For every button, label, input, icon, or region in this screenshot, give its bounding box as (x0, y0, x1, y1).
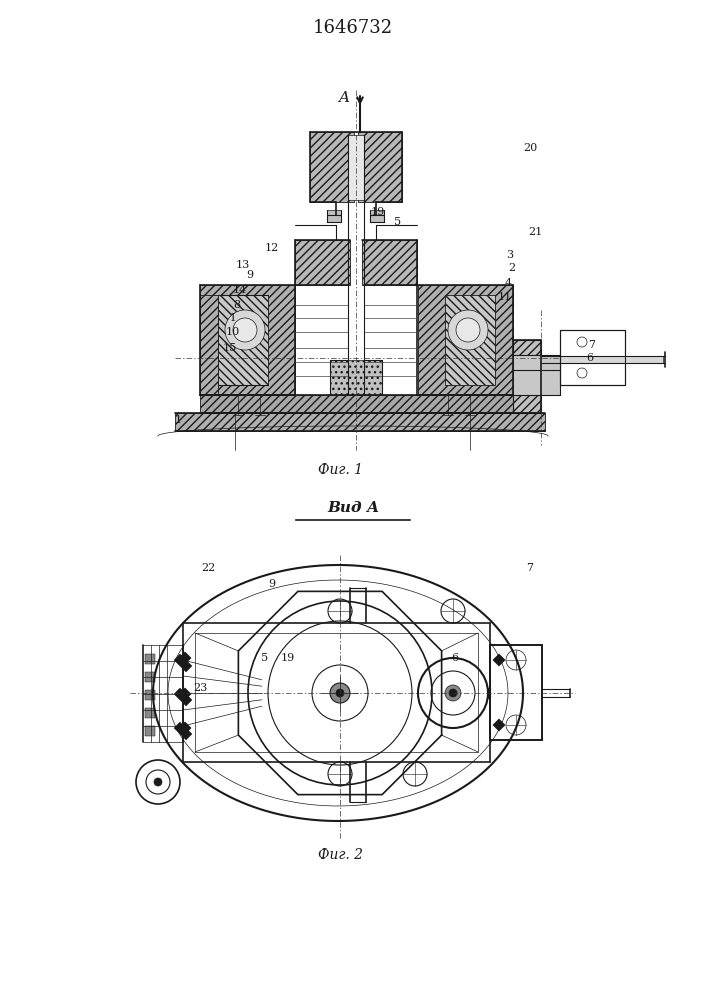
Text: 20: 20 (523, 143, 537, 153)
Text: 6: 6 (586, 353, 594, 363)
Bar (513, 355, 560, 395)
Circle shape (154, 778, 162, 786)
Bar (145, 654, 155, 664)
Text: 12: 12 (265, 243, 279, 253)
Bar (310, 132, 354, 202)
Text: 2: 2 (508, 263, 515, 273)
Text: 11: 11 (498, 292, 512, 302)
Bar (145, 690, 155, 700)
Text: 19: 19 (371, 207, 385, 217)
Bar (370, 210, 384, 222)
Bar (560, 330, 625, 385)
Bar (200, 295, 218, 395)
Bar (200, 395, 513, 413)
Bar (445, 295, 495, 385)
Bar (218, 295, 268, 385)
Text: 15: 15 (223, 343, 237, 353)
Text: 14: 14 (233, 285, 247, 295)
Bar (145, 672, 155, 682)
Text: 4: 4 (504, 278, 512, 288)
Bar (145, 708, 155, 718)
Circle shape (448, 310, 488, 350)
Polygon shape (179, 722, 191, 734)
Polygon shape (493, 719, 505, 731)
Bar (362, 240, 417, 285)
Text: 1: 1 (175, 415, 182, 425)
Circle shape (449, 689, 457, 697)
Bar (330, 360, 382, 395)
Text: 3: 3 (506, 250, 513, 260)
Text: 13: 13 (236, 260, 250, 270)
Text: 6: 6 (452, 653, 459, 663)
Polygon shape (174, 654, 192, 672)
Bar (348, 135, 364, 200)
Text: 9: 9 (247, 270, 254, 280)
Text: 7: 7 (588, 340, 595, 350)
Text: 23: 23 (193, 683, 207, 693)
Text: Фиг. 2: Фиг. 2 (317, 848, 363, 862)
Text: 10: 10 (226, 327, 240, 337)
Circle shape (330, 683, 350, 703)
Text: 22: 22 (201, 563, 215, 573)
Circle shape (456, 318, 480, 342)
Bar (295, 240, 350, 285)
Polygon shape (174, 722, 192, 740)
Text: Фиг. 1: Фиг. 1 (317, 463, 363, 477)
Circle shape (445, 685, 461, 701)
Bar (200, 285, 295, 395)
Polygon shape (179, 688, 191, 700)
Bar (543, 356, 663, 363)
Text: 19: 19 (281, 653, 295, 663)
Text: 5: 5 (262, 653, 269, 663)
Bar (327, 210, 341, 222)
Bar (145, 726, 155, 736)
Polygon shape (493, 654, 505, 666)
Polygon shape (174, 688, 192, 706)
Text: 1646732: 1646732 (313, 19, 393, 37)
Bar (175, 413, 545, 431)
Circle shape (336, 689, 344, 697)
Text: A: A (339, 91, 349, 105)
Circle shape (233, 318, 257, 342)
Text: I: I (230, 313, 235, 323)
Text: 9: 9 (269, 579, 276, 589)
Text: 21: 21 (528, 227, 542, 237)
Text: Вид А: Вид А (327, 501, 379, 515)
Text: 5: 5 (395, 217, 402, 227)
Bar (490, 645, 542, 740)
Bar (513, 340, 541, 413)
Text: 8: 8 (233, 300, 240, 310)
Circle shape (225, 310, 265, 350)
Text: 7: 7 (527, 563, 534, 573)
Bar (418, 285, 513, 395)
Bar (358, 132, 402, 202)
Polygon shape (179, 652, 191, 664)
